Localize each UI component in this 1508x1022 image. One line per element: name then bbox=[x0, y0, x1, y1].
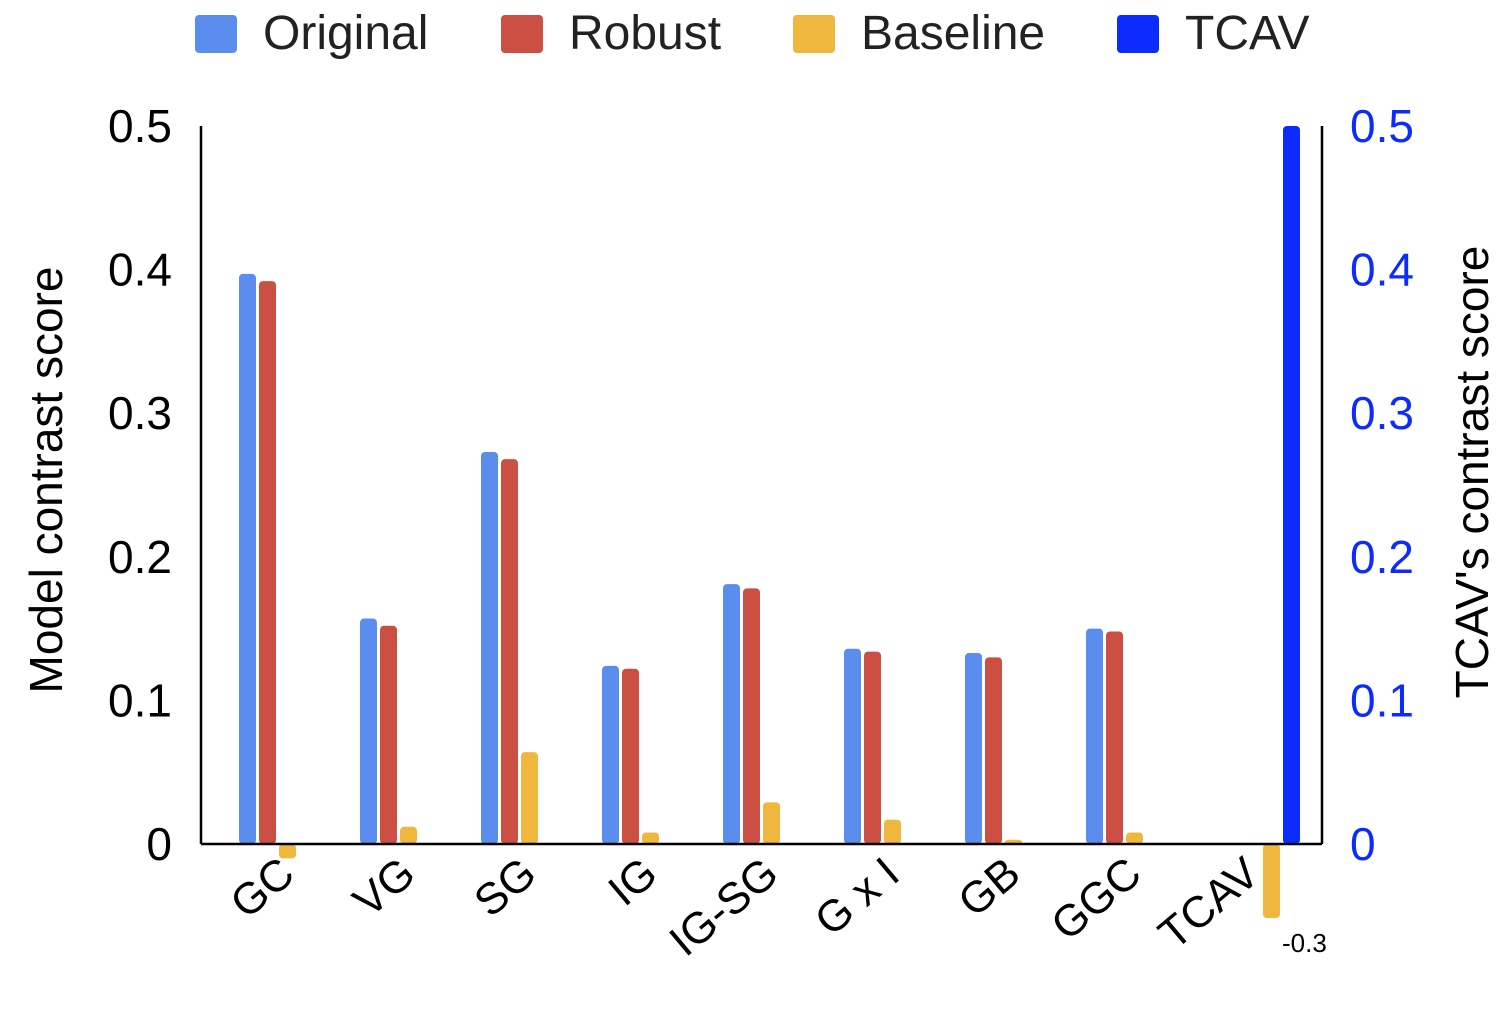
y-axis-title: Model contrast score bbox=[20, 267, 72, 694]
bar-gb-original bbox=[965, 653, 982, 844]
category-label-ig-sg: IG-SG bbox=[660, 848, 787, 966]
legend-label-baseline: Baseline bbox=[861, 7, 1045, 60]
category-label-tcav: TCAV bbox=[1150, 848, 1269, 959]
bar-vg-baseline bbox=[400, 826, 417, 844]
bar-gc-robust bbox=[259, 281, 276, 844]
legend-swatch-original bbox=[195, 15, 237, 53]
category-label-vg: VG bbox=[344, 848, 424, 926]
legend-label-robust: Robust bbox=[569, 7, 721, 60]
bar-ggc-robust bbox=[1106, 631, 1123, 844]
bar-g-x-i-baseline bbox=[884, 819, 901, 844]
left-tick-label: 0.4 bbox=[108, 244, 172, 296]
bar-vg-robust bbox=[380, 625, 397, 844]
bar-tcav-tcav bbox=[1283, 126, 1300, 844]
bar-gb-robust bbox=[985, 657, 1002, 844]
right-tick-label: 0.5 bbox=[1350, 100, 1414, 152]
bar-sg-baseline bbox=[521, 752, 538, 844]
left-tick-label: 0.2 bbox=[108, 531, 172, 583]
y2-axis-title: TCAV's contrast score bbox=[1446, 246, 1498, 699]
bar-ig-robust bbox=[622, 668, 639, 844]
category-label-sg: SG bbox=[465, 848, 545, 926]
right-tick-label: 0.3 bbox=[1350, 387, 1414, 439]
annotations: -0.3 bbox=[1282, 928, 1327, 958]
annotation-label: -0.3 bbox=[1282, 928, 1327, 958]
bar-tcav-baseline bbox=[1263, 844, 1280, 918]
bar-ig-original bbox=[602, 665, 619, 844]
right-tick-label: 0.1 bbox=[1350, 674, 1414, 726]
legend-label-tcav: TCAV bbox=[1185, 7, 1309, 60]
bar-ig-sg-robust bbox=[743, 588, 760, 844]
category-label-gc: GC bbox=[221, 848, 303, 928]
bar-sg-original bbox=[481, 451, 498, 844]
legend-swatch-robust bbox=[501, 15, 543, 53]
bar-ig-baseline bbox=[642, 832, 659, 844]
category-label-ig: IG bbox=[599, 848, 666, 915]
bar-sg-robust bbox=[501, 459, 518, 844]
right-tick-label: 0.2 bbox=[1350, 531, 1414, 583]
right-tick-label: 0 bbox=[1350, 818, 1376, 870]
bar-vg-original bbox=[360, 618, 377, 844]
legend: Original Robust Baseline TCAV bbox=[195, 7, 1309, 60]
left-tick-label: 0.1 bbox=[108, 674, 172, 726]
legend-swatch-tcav bbox=[1117, 15, 1159, 53]
category-label-ggc: GGC bbox=[1042, 848, 1150, 950]
left-tick-label: 0.3 bbox=[108, 387, 172, 439]
left-tick-labels: 0 0.1 0.2 0.3 0.4 0.5 bbox=[108, 100, 172, 870]
right-tick-label: 0.4 bbox=[1350, 244, 1414, 296]
bar-g-x-i-robust bbox=[864, 651, 881, 844]
bar-gc-original bbox=[239, 273, 256, 845]
legend-label-original: Original bbox=[263, 7, 428, 60]
category-label-gb: GB bbox=[949, 848, 1029, 926]
bar-gc-baseline bbox=[279, 844, 296, 859]
bar-ig-sg-baseline bbox=[763, 802, 780, 844]
bars bbox=[239, 126, 1300, 918]
right-tick-labels: 0 0.1 0.2 0.3 0.4 0.5 bbox=[1350, 100, 1414, 870]
bar-ig-sg-original bbox=[723, 584, 740, 844]
left-tick-label: 0.5 bbox=[108, 100, 172, 152]
category-label-g-x-i: G x I bbox=[806, 848, 909, 945]
bar-g-x-i-original bbox=[844, 648, 861, 844]
bar-ggc-baseline bbox=[1126, 832, 1143, 844]
legend-swatch-baseline bbox=[793, 15, 835, 53]
bar-ggc-original bbox=[1086, 628, 1103, 844]
left-tick-label: 0 bbox=[146, 818, 172, 870]
